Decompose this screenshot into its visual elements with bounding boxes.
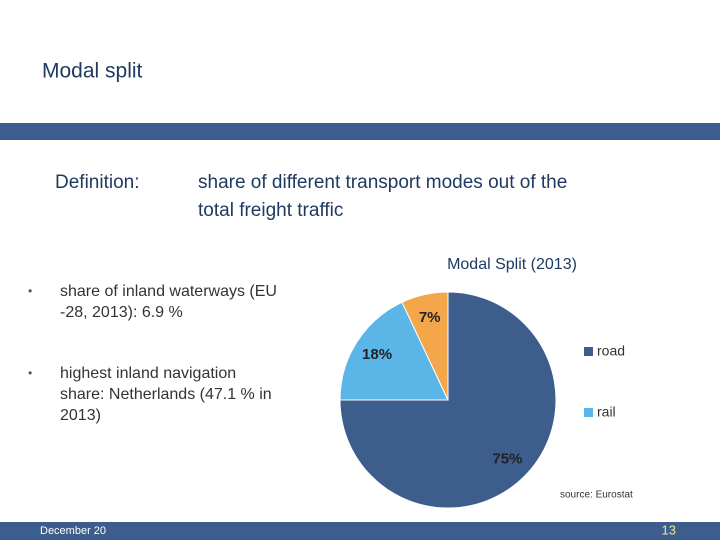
bullet-list: • share of inland waterways (EU -28, 2013)… [28,283,277,424]
bullet-text: share of inland waterways (EU [60,283,277,300]
legend-swatch [584,347,593,356]
slide-title: Modal split [42,60,143,83]
pie-chart: 75% 18% 7% road rail [339,291,625,509]
data-label: 7% [419,309,441,326]
source: source: Eurostat [560,490,633,501]
header-band [0,123,720,140]
footer-date: December 20 [40,525,106,537]
bullet-text: share: Netherlands (47.1 % in [60,386,272,403]
bullet-text: highest inland navigation [60,365,236,382]
definition-text: share of different transport modes out o… [198,172,567,193]
legend-label: road [597,343,625,359]
pie-slice [339,301,449,401]
legend-swatch [584,408,593,417]
footer-band [0,522,720,540]
data-label: 18% [362,346,392,363]
pie-slice [339,291,557,509]
page-number: 13 [662,522,676,537]
data-label: 75% [492,450,522,467]
pie-slice [401,291,449,401]
definition-term: Definition: [55,172,140,193]
definition-text: total freight traffic [198,200,343,221]
legend-label: rail [597,404,616,420]
chart-title: Modal Split (2013) [447,256,577,273]
bullet-dot: • [28,366,32,380]
bullet-dot: • [28,284,32,298]
bullet-text: -28, 2013): 6.9 % [60,304,183,321]
bullet-text: 2013) [60,407,101,424]
